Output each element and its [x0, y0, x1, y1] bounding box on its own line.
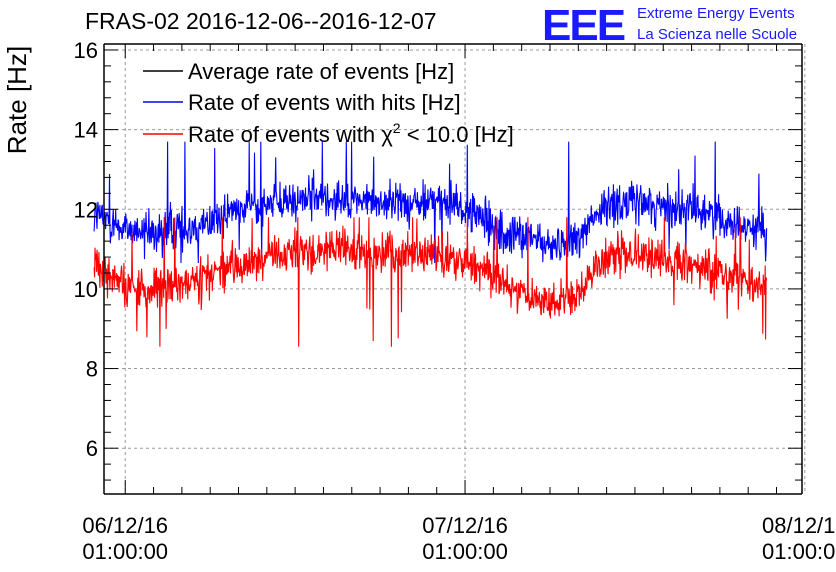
y-tick-label: 10 [74, 277, 98, 302]
chart-title: FRAS-02 2016-12-06--2016-12-07 [85, 8, 437, 34]
eee-logo: EEE Extreme Energy Events La Scienza nel… [542, 1, 797, 50]
y-tick-label: 6 [86, 436, 98, 461]
y-tick-label: 12 [74, 197, 98, 222]
y-tick-labels: 6 8 10 12 14 16 [74, 38, 98, 461]
x-tick-date: 06/12/16 [82, 513, 168, 538]
x-tick-labels: 06/12/1601:00:0007/12/1601:00:0008/12/16… [82, 513, 836, 564]
x-tick-time: 01:00:00 [82, 539, 168, 564]
axes [103, 43, 803, 495]
legend-chi-symbol: χ [381, 122, 393, 147]
grid [104, 44, 806, 494]
legend-chi-superscript: 2 [393, 120, 401, 136]
legend-chi2-prefix: Rate of events with [188, 122, 381, 147]
series-line-chi2 [93, 217, 768, 347]
legend-entry-hits: Rate of events with hits [Hz] [143, 90, 461, 115]
y-axis-label: Rate [Hz] [2, 46, 32, 154]
series-line-hits [93, 141, 768, 264]
x-tick-time: 01:00:00 [762, 539, 836, 564]
y-tick-label: 8 [86, 357, 98, 382]
logo-line-2: La Scienza nelle Scuole [637, 26, 797, 43]
y-tick-label: 16 [74, 38, 98, 63]
y-tick-label: 14 [74, 118, 98, 143]
logo-mark: EEE [542, 1, 625, 50]
logo-line-1: Extreme Energy Events [637, 5, 795, 22]
legend-chi2-suffix: < 10.0 [Hz] [401, 122, 514, 147]
legend-entry-average: Average rate of events [Hz] [143, 59, 454, 84]
legend-entry-chi2: Rate of events with χ2 < 10.0 [Hz] [143, 120, 514, 147]
legend: Average rate of events [Hz] Rate of even… [143, 59, 514, 147]
legend-label-hits: Rate of events with hits [Hz] [188, 90, 461, 115]
x-tick-time: 01:00:00 [422, 539, 508, 564]
x-tick-date: 07/12/16 [422, 513, 508, 538]
x-tick-date: 08/12/16 [762, 513, 836, 538]
series-layer [93, 141, 768, 347]
legend-label-average: Average rate of events [Hz] [188, 59, 454, 84]
legend-label-chi2: Rate of events with χ2 < 10.0 [Hz] [188, 120, 514, 147]
